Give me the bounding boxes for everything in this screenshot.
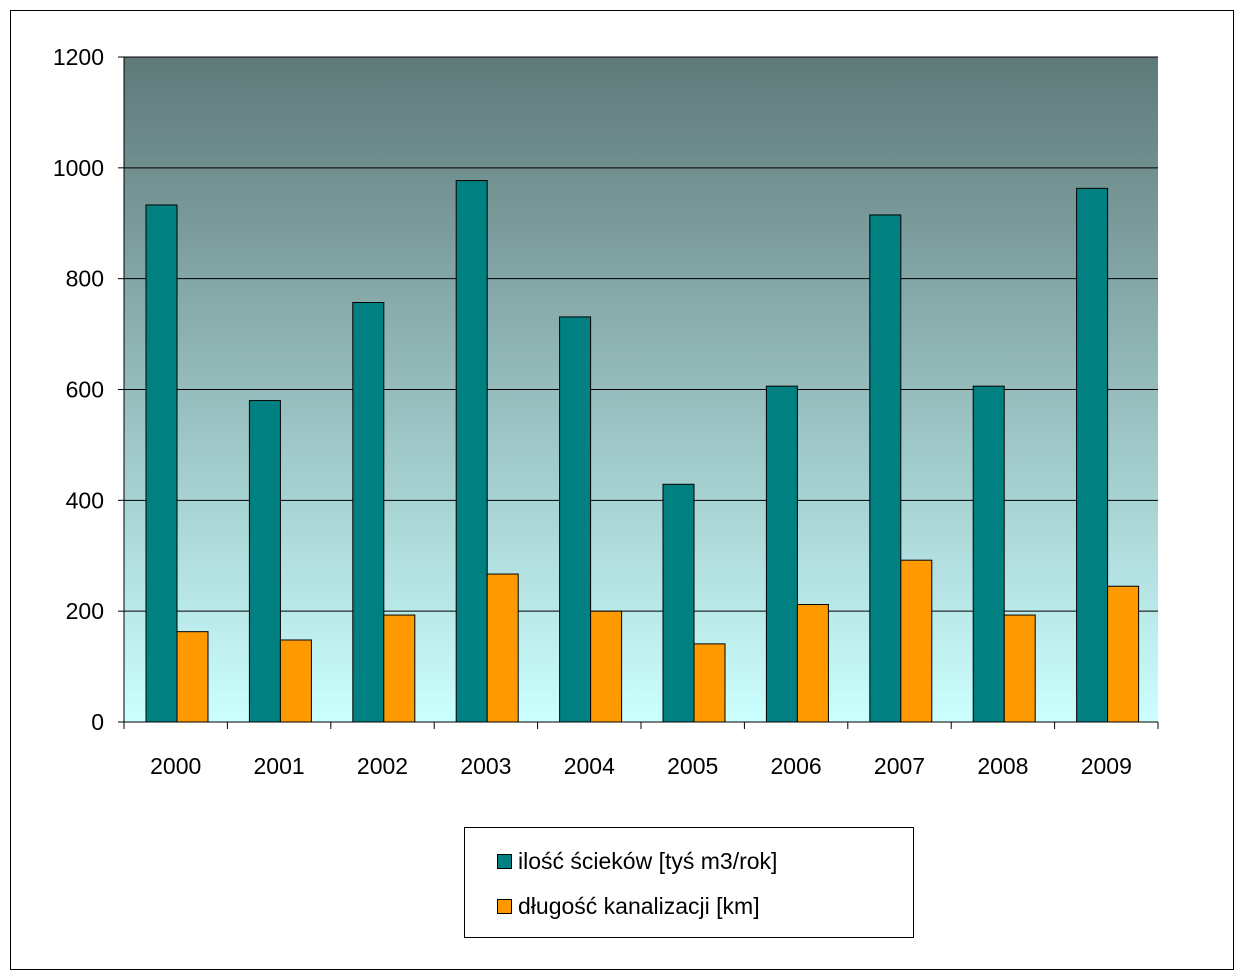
bar-series-1-2003	[455, 180, 488, 723]
y-tick-label: 400	[66, 487, 104, 513]
bar-series-2-2002	[383, 614, 416, 723]
bar-series-1-2006	[765, 385, 798, 723]
x-tick-label: 2003	[460, 753, 511, 779]
bar-series-1-2001	[248, 400, 281, 723]
bar-series-1-2004	[559, 316, 592, 723]
x-tick-label: 2004	[564, 753, 615, 779]
legend-label-series-1: ilość ścieków [tyś m3/rok]	[518, 847, 778, 874]
bar-series-2-2007	[900, 559, 933, 723]
x-tick-label: 2006	[771, 753, 822, 779]
x-tick-label: 2002	[357, 753, 408, 779]
bar-series-1-2002	[352, 301, 385, 723]
tick-labels: 0 200 400 600 800 1000 1200 2000 2001 2002 2003 200…	[53, 44, 1132, 779]
y-tick-label: 1000	[53, 155, 104, 181]
bar-series-2-2008	[1003, 614, 1036, 723]
bar-series-1-2000	[145, 204, 178, 723]
y-tick-label: 0	[91, 709, 104, 735]
legend-swatch-series-2	[497, 898, 512, 914]
bar-series-2-2006	[796, 604, 829, 723]
x-tick-label: 2008	[977, 753, 1028, 779]
legend-item-series-2: długość kanalizacji [km]	[497, 891, 760, 921]
x-tick-label: 2005	[667, 753, 718, 779]
x-tick-label: 2001	[254, 753, 305, 779]
bar-series-2-2004	[590, 610, 623, 723]
x-tick-label: 2009	[1081, 753, 1132, 779]
x-tick-label: 2007	[874, 753, 925, 779]
bar-series-2-2009	[1107, 585, 1140, 723]
legend-label-series-2: długość kanalizacji [km]	[518, 892, 760, 919]
x-tick-label: 2000	[150, 753, 201, 779]
bar-series-2-2000	[176, 631, 209, 723]
y-tick-label: 600	[66, 377, 104, 403]
bar-series-2-2001	[279, 639, 312, 723]
bar-series-2-2005	[693, 643, 726, 723]
axes	[118, 56, 1159, 729]
legend-swatch-series-1	[497, 853, 512, 869]
bar-series-1-2005	[662, 483, 695, 723]
y-tick-label: 1200	[53, 44, 104, 70]
legend-item-series-1: ilość ścieków [tyś m3/rok]	[497, 846, 777, 876]
bar-series-1-2009	[1076, 187, 1109, 723]
bar-series-1-2008	[972, 385, 1005, 723]
y-tick-label: 200	[66, 598, 104, 624]
y-tick-label: 800	[66, 266, 104, 292]
bars	[145, 180, 1140, 723]
bar-series-2-2003	[486, 573, 519, 723]
legend: ilość ścieków [tyś m3/rok] długość kanal…	[464, 827, 914, 938]
bar-series-1-2007	[869, 214, 902, 723]
